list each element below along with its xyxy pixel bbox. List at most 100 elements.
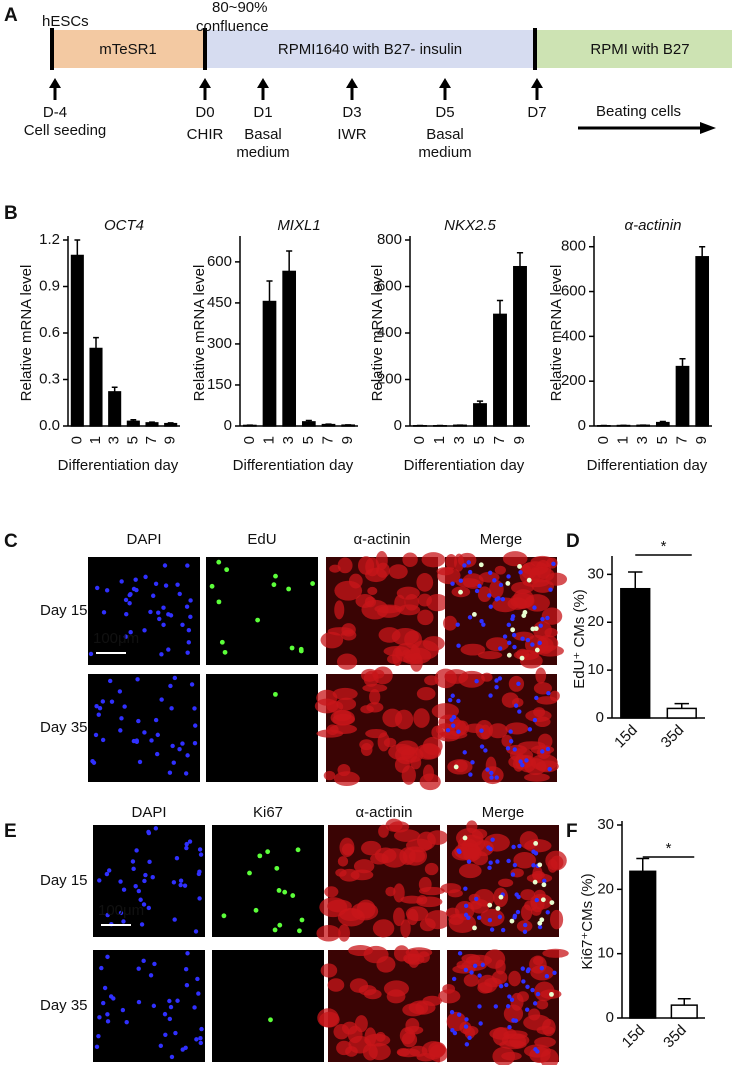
nucleus bbox=[127, 592, 132, 598]
nucleus bbox=[535, 991, 541, 997]
nucleus bbox=[187, 839, 193, 844]
column-header: Ki67 bbox=[253, 804, 283, 821]
nucleus bbox=[449, 1010, 455, 1015]
cell-body bbox=[363, 670, 379, 687]
nucleus bbox=[517, 843, 522, 849]
labeled-nucleus bbox=[458, 589, 463, 595]
nucleus bbox=[532, 1001, 538, 1006]
cell-body bbox=[508, 970, 521, 987]
nucleus bbox=[151, 593, 156, 598]
chart-title: MIXL1 bbox=[277, 217, 320, 234]
y-tick-label: 200 bbox=[377, 370, 402, 387]
nucleus bbox=[159, 697, 164, 702]
cell-body bbox=[382, 708, 403, 728]
nucleus bbox=[172, 917, 177, 922]
bar bbox=[262, 300, 277, 427]
cell-body bbox=[520, 904, 533, 921]
nucleus bbox=[537, 640, 542, 646]
cell-body bbox=[393, 907, 405, 927]
nucleus bbox=[196, 991, 201, 996]
cell-body bbox=[466, 820, 478, 834]
y-tick-label: 30 bbox=[587, 565, 604, 582]
nucleus bbox=[100, 737, 106, 743]
nucleus bbox=[531, 863, 536, 868]
labeled-nucleus bbox=[534, 647, 540, 653]
nucleus bbox=[169, 706, 174, 711]
labeled-nucleus bbox=[506, 652, 512, 658]
cell-body bbox=[524, 773, 550, 782]
cell-body bbox=[547, 858, 558, 873]
y-tick-label: 0.3 bbox=[39, 370, 60, 387]
cell-body bbox=[332, 687, 358, 700]
nucleus bbox=[474, 896, 479, 902]
beating-arrowhead bbox=[700, 122, 716, 134]
cell-body bbox=[360, 705, 374, 714]
bar bbox=[164, 422, 178, 427]
y-tick-label: 150 bbox=[207, 376, 232, 393]
nucleus bbox=[152, 961, 157, 967]
marker-note: IWR bbox=[337, 126, 366, 143]
marker-day: D3 bbox=[342, 104, 361, 121]
stage-label: RPMI with B27 bbox=[590, 41, 689, 58]
bar bbox=[493, 313, 507, 427]
bar bbox=[321, 423, 336, 427]
nucleus bbox=[185, 563, 190, 568]
nucleus bbox=[463, 886, 468, 891]
column-header: EdU bbox=[247, 531, 276, 548]
cell-body bbox=[448, 913, 477, 933]
nucleus bbox=[470, 760, 475, 765]
nucleus bbox=[489, 770, 494, 776]
nucleus bbox=[167, 770, 173, 775]
nucleus bbox=[156, 610, 161, 615]
cell-body bbox=[460, 643, 486, 656]
cell-body bbox=[448, 719, 467, 737]
labeled-nucleus bbox=[255, 617, 261, 623]
nucleus bbox=[532, 605, 537, 610]
nucleus bbox=[485, 767, 490, 772]
labeled-nucleus bbox=[541, 882, 547, 888]
cell-body bbox=[327, 899, 352, 913]
error-bar bbox=[516, 252, 524, 267]
cell-body bbox=[386, 989, 406, 1004]
cell-body bbox=[357, 556, 375, 575]
bar bbox=[695, 256, 710, 427]
bar bbox=[620, 587, 651, 719]
marker-note: medium bbox=[418, 144, 471, 161]
nucleus bbox=[537, 924, 543, 930]
cell-body bbox=[394, 829, 421, 842]
bar bbox=[473, 403, 487, 427]
y-tick-label: 450 bbox=[207, 294, 232, 311]
nucleus bbox=[544, 974, 550, 979]
cell-body bbox=[503, 1004, 524, 1023]
nucleus bbox=[94, 704, 99, 709]
cell-body bbox=[479, 908, 505, 927]
nucleus bbox=[463, 1024, 469, 1029]
x-axis-label: Differentiation day bbox=[587, 457, 708, 474]
marker-note: medium bbox=[236, 144, 289, 161]
nucleus bbox=[494, 685, 499, 690]
nucleus bbox=[163, 583, 169, 588]
cell-body bbox=[385, 886, 396, 897]
cell-body bbox=[341, 623, 356, 637]
nucleus bbox=[487, 917, 493, 923]
cell-body bbox=[395, 642, 421, 663]
nucleus bbox=[184, 983, 190, 988]
cell-body bbox=[404, 1025, 424, 1035]
x-axis-label: Differentiation day bbox=[233, 457, 354, 474]
cell-body bbox=[320, 631, 344, 649]
nucleus bbox=[101, 610, 107, 615]
bar bbox=[282, 270, 297, 427]
nucleus bbox=[153, 581, 159, 586]
cell-body bbox=[376, 956, 396, 973]
nucleus bbox=[488, 693, 493, 698]
cell-body bbox=[410, 755, 422, 770]
bar bbox=[675, 365, 690, 427]
labeled-nucleus bbox=[540, 897, 546, 903]
cell-body bbox=[402, 846, 428, 866]
cell-body bbox=[388, 564, 408, 579]
y-tick-label: 800 bbox=[377, 231, 402, 248]
x-tick-label: 35d bbox=[660, 1022, 690, 1052]
cell-body bbox=[400, 919, 411, 938]
panel-label: C bbox=[4, 531, 18, 552]
marker-arrowhead bbox=[346, 78, 358, 88]
